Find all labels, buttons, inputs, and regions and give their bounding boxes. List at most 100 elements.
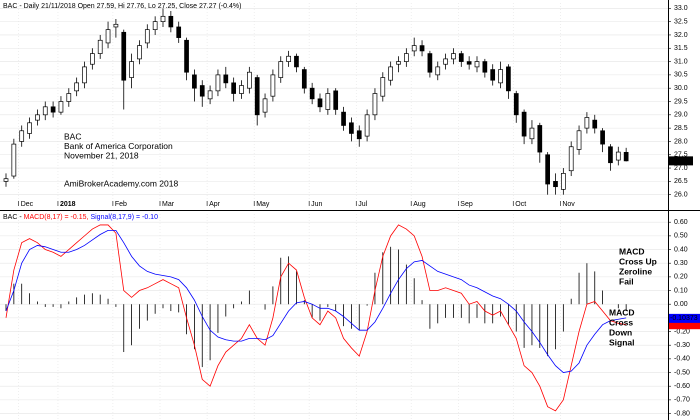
- candle-body: [121, 31, 127, 81]
- candle-body: [498, 69, 503, 84]
- candle-body: [239, 85, 244, 94]
- y-tick-label: 28.5: [674, 125, 688, 132]
- candle-body: [608, 146, 613, 164]
- candle-body: [301, 69, 307, 89]
- candle-body: [545, 154, 551, 185]
- candle-body: [458, 53, 464, 62]
- candle-body: [435, 66, 441, 76]
- annotation: Cross Up: [619, 256, 657, 266]
- candle-body: [592, 119, 598, 129]
- annotation: Zeroline: [619, 266, 652, 276]
- panel-title: BAC -: [3, 214, 22, 221]
- candle-body: [97, 39, 103, 54]
- y-tick-label: 0.40: [674, 246, 688, 253]
- candle-body: [11, 143, 17, 177]
- candle-body: [160, 15, 166, 22]
- y-tick-label: 31.5: [674, 45, 688, 52]
- legend-entry: Signal(8,17,9) = -0.10: [90, 214, 158, 221]
- candle-body: [278, 61, 284, 78]
- candle-body: [223, 74, 229, 84]
- candle-body: [129, 61, 134, 78]
- candle-body: [380, 77, 386, 97]
- candle-body: [341, 111, 346, 126]
- candle-body: [168, 15, 174, 28]
- candle-body: [254, 77, 260, 116]
- last-value-box: [669, 320, 700, 330]
- annotation: Fail: [619, 276, 634, 286]
- y-tick-label: 0.30: [674, 260, 688, 267]
- candle-body: [419, 45, 425, 52]
- candle-body: [615, 151, 621, 161]
- y-tick-label: -0.20: [674, 328, 690, 335]
- annotation: November 21, 2018: [64, 150, 139, 160]
- candle-body: [58, 101, 64, 113]
- x-tick-label: Aug: [413, 201, 426, 208]
- x-tick-label: Oct: [515, 201, 526, 208]
- candle-body: [215, 74, 221, 92]
- candle-body: [513, 93, 519, 116]
- y-tick-label: 29.5: [674, 98, 688, 105]
- x-tick-label: Mar: [162, 201, 175, 208]
- candle-body: [27, 122, 32, 134]
- candle-body: [537, 125, 543, 153]
- candle-body: [364, 114, 370, 137]
- candle-body: [3, 178, 9, 182]
- candle-body: [333, 90, 339, 110]
- candle-body: [576, 130, 582, 150]
- annotation: MACD: [619, 246, 645, 256]
- candle-body: [584, 117, 590, 129]
- y-tick-label: 32.5: [674, 18, 688, 25]
- candle-body: [529, 127, 535, 140]
- candle-body: [388, 66, 393, 81]
- last-value-label: -0.10373: [670, 315, 698, 322]
- candle-body: [466, 61, 472, 65]
- candle-body: [144, 29, 150, 44]
- candle-body: [42, 106, 48, 116]
- candle-body: [325, 93, 331, 110]
- candle-body: [317, 98, 323, 108]
- candle-body: [176, 26, 182, 38]
- y-tick-label: -0.60: [674, 383, 690, 390]
- y-tick-label: 27.5: [674, 152, 688, 159]
- y-tick-label: 30.5: [674, 72, 688, 79]
- candle-body: [506, 66, 511, 92]
- candle-body: [482, 61, 488, 73]
- last-price-box: [669, 156, 693, 166]
- candle-body: [553, 181, 558, 188]
- candle-body: [89, 53, 95, 65]
- x-tick-label: Nov: [562, 201, 575, 208]
- y-tick-label: 0.00: [674, 301, 688, 308]
- candle-body: [451, 53, 456, 60]
- annotation: BAC: [64, 131, 81, 141]
- y-tick-label: 26.5: [674, 178, 688, 185]
- y-tick-label: 31.0: [674, 58, 688, 65]
- candle-body: [427, 53, 433, 73]
- candle-body: [184, 39, 189, 73]
- candle-body: [623, 151, 629, 162]
- y-tick-label: -0.80: [674, 410, 690, 417]
- legend-entry: MACD(8,17) = -0.15,: [24, 214, 89, 221]
- candle-body: [372, 93, 378, 116]
- watermark: AmiBrokerAcademy.com 2018: [64, 178, 178, 188]
- y-tick-label: 27.0: [674, 165, 688, 172]
- candle-body: [309, 87, 315, 100]
- annotation: Signal: [609, 337, 635, 347]
- series-line: [5, 230, 627, 373]
- annotation: MACD: [609, 307, 635, 317]
- y-tick-label: 26.0: [674, 192, 688, 199]
- y-tick-label: -0.70: [674, 397, 690, 404]
- candle-body: [231, 82, 236, 94]
- x-tick-label: Sep: [460, 201, 473, 208]
- y-tick-label: -0.30: [674, 342, 690, 349]
- candle-body: [247, 71, 252, 89]
- y-tick-label: 29.0: [674, 112, 688, 119]
- candle-body: [286, 55, 291, 62]
- y-tick-label: 28.0: [674, 138, 688, 145]
- x-tick-label: Dec: [21, 201, 34, 208]
- y-tick-label: 0.10: [674, 287, 688, 294]
- y-tick-label: 0.20: [674, 274, 688, 281]
- candle-body: [152, 21, 158, 30]
- last-price-label: 27.27: [672, 158, 690, 165]
- candle-body: [66, 93, 72, 102]
